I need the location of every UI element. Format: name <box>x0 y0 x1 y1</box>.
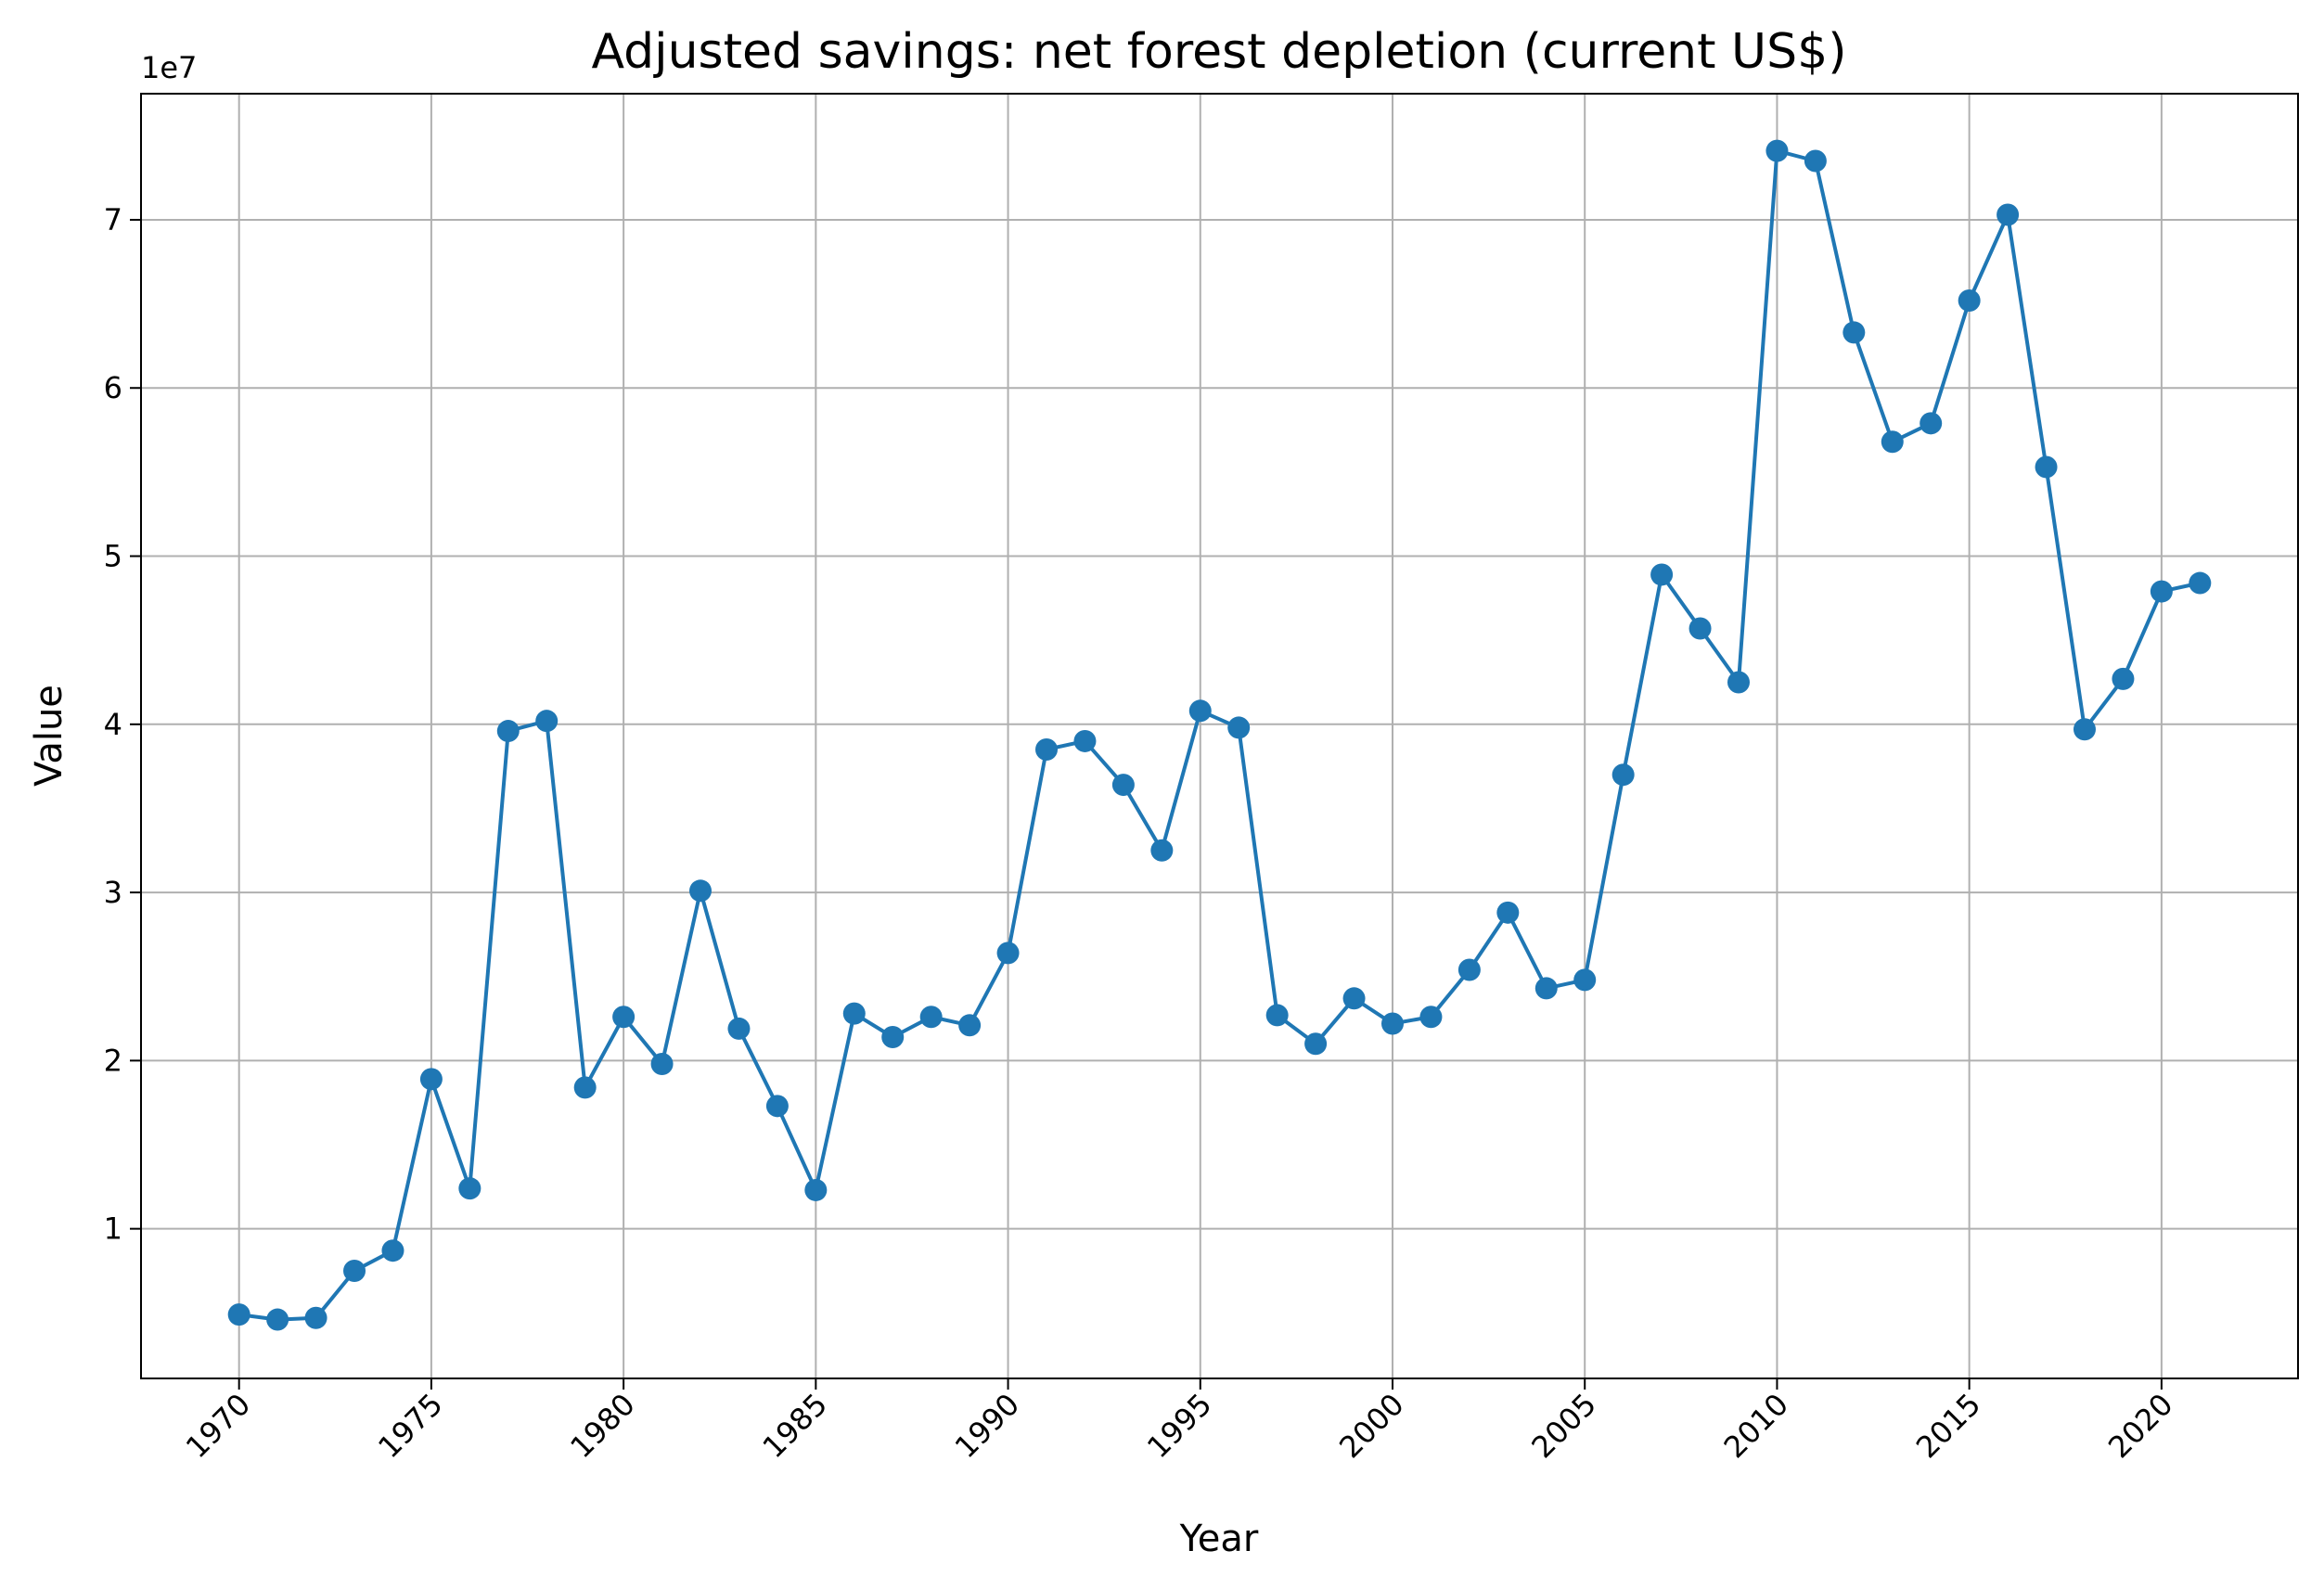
data-point <box>1573 968 1597 992</box>
data-point <box>1419 1006 1443 1029</box>
data-point <box>1765 139 1789 162</box>
x-axis-label: Year <box>1179 1518 1259 1560</box>
data-point <box>958 1014 982 1037</box>
data-point <box>2073 718 2096 741</box>
data-point <box>1380 1012 1404 1035</box>
data-point <box>419 1068 443 1091</box>
data-point <box>1843 321 1866 344</box>
y-tick-label: 2 <box>104 1043 122 1078</box>
data-point <box>381 1239 404 1262</box>
data-point <box>650 1053 674 1076</box>
data-point <box>1804 149 1827 173</box>
data-point <box>266 1308 289 1331</box>
data-point <box>535 710 559 733</box>
y-tick-label: 7 <box>104 202 122 237</box>
data-point <box>1997 203 2020 226</box>
data-point <box>1650 563 1674 586</box>
data-point <box>2112 667 2135 690</box>
series-line <box>238 148 2201 1322</box>
data-point <box>1496 901 1520 924</box>
data-point <box>919 1006 943 1029</box>
data-point <box>1073 729 1097 752</box>
data-point <box>1920 412 1943 435</box>
y-axis-label: Value <box>28 685 71 787</box>
data-point <box>612 1006 636 1029</box>
y-tick-label: 4 <box>104 707 122 742</box>
data-point <box>1035 738 1059 762</box>
data-point <box>689 879 713 903</box>
data-point <box>1227 716 1251 739</box>
y-tick-label: 6 <box>104 370 122 405</box>
data-point <box>2189 571 2212 595</box>
data-point <box>496 720 520 743</box>
chart-title: Adjusted savings: net forest depletion (… <box>591 24 1846 80</box>
data-point <box>1304 1032 1328 1056</box>
series-layer <box>227 139 2212 1331</box>
data-point <box>1534 977 1558 1000</box>
data-point <box>1265 1004 1289 1027</box>
grid-lines <box>141 94 2298 1378</box>
data-point <box>1342 987 1366 1010</box>
data-point <box>1188 699 1212 723</box>
y-axis-offset-label: 1e7 <box>141 50 197 85</box>
data-point <box>458 1177 481 1200</box>
data-point <box>842 1002 866 1025</box>
data-point <box>881 1025 905 1048</box>
data-point <box>804 1178 828 1201</box>
data-point <box>1958 288 1981 312</box>
data-point <box>1111 774 1135 797</box>
data-point <box>2035 455 2058 479</box>
y-axis: 1 2 3 4 5 6 7 <box>104 202 141 1247</box>
data-point <box>1457 958 1481 981</box>
y-tick-label: 3 <box>104 875 122 910</box>
data-point <box>996 942 1020 965</box>
data-point <box>765 1095 789 1118</box>
plot-frame <box>140 93 2299 1379</box>
data-point <box>343 1259 366 1282</box>
data-point <box>727 1017 751 1040</box>
data-point <box>1881 430 1904 454</box>
data-point <box>1688 617 1712 640</box>
y-tick-label: 1 <box>104 1211 122 1247</box>
data-point <box>227 1303 250 1326</box>
data-point <box>1611 763 1635 787</box>
data-point <box>2150 580 2173 603</box>
data-point <box>304 1306 327 1329</box>
y-tick-label: 5 <box>104 539 122 574</box>
data-point <box>1727 671 1750 694</box>
data-point <box>573 1076 597 1099</box>
data-point <box>1150 839 1174 862</box>
